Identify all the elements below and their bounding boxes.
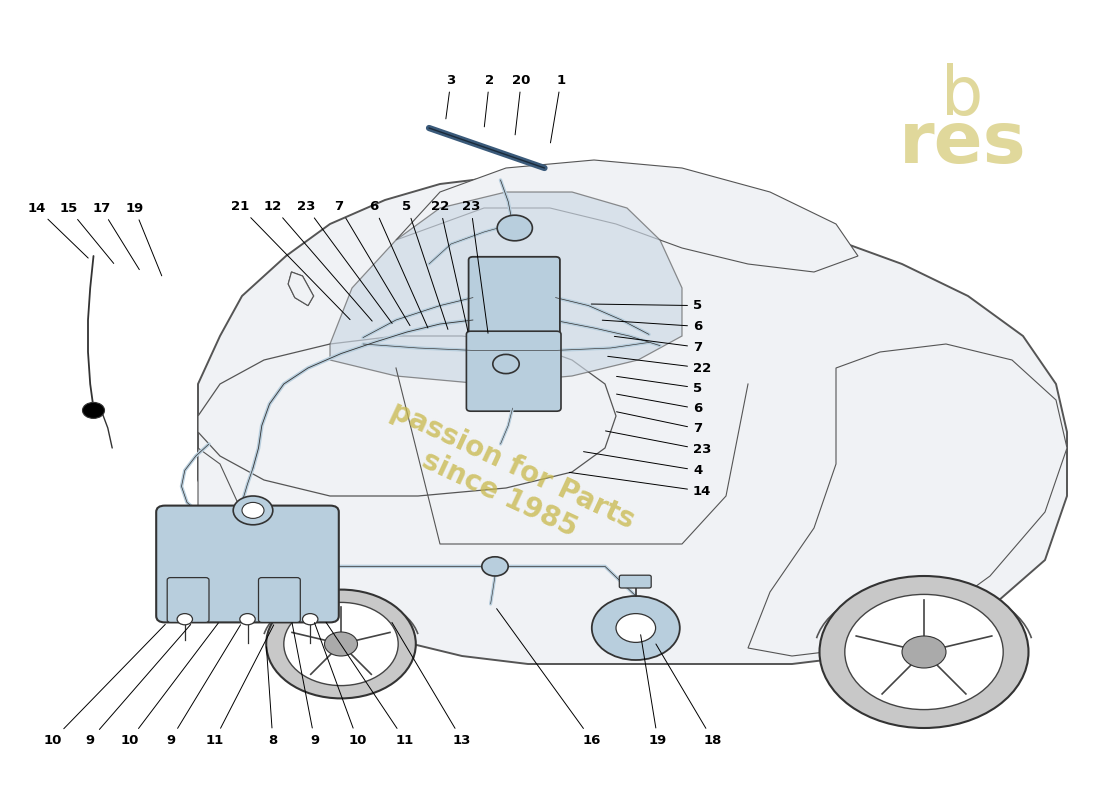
- Polygon shape: [198, 336, 616, 496]
- Circle shape: [324, 632, 358, 656]
- Circle shape: [177, 614, 192, 625]
- Text: 14: 14: [28, 202, 88, 258]
- Text: 5: 5: [403, 200, 448, 330]
- Text: 3: 3: [446, 74, 455, 119]
- Text: 10: 10: [44, 624, 165, 746]
- Circle shape: [820, 576, 1028, 728]
- Text: 7: 7: [616, 412, 702, 435]
- Circle shape: [240, 614, 255, 625]
- Text: 5: 5: [592, 299, 702, 312]
- Circle shape: [497, 215, 532, 241]
- Text: 6: 6: [616, 394, 702, 415]
- Text: 7: 7: [334, 200, 410, 326]
- Text: 9: 9: [86, 625, 190, 746]
- Text: 8: 8: [266, 646, 277, 746]
- Polygon shape: [330, 192, 682, 384]
- FancyBboxPatch shape: [469, 257, 560, 339]
- Polygon shape: [198, 176, 1067, 664]
- Circle shape: [242, 502, 264, 518]
- FancyBboxPatch shape: [619, 575, 651, 588]
- Circle shape: [482, 557, 508, 576]
- Text: 6: 6: [370, 200, 428, 328]
- Polygon shape: [396, 160, 858, 272]
- Text: 19: 19: [125, 202, 162, 276]
- Text: 16: 16: [496, 609, 601, 746]
- Text: 9: 9: [166, 625, 241, 746]
- Text: 22: 22: [431, 200, 467, 332]
- Text: 23: 23: [462, 200, 488, 334]
- Text: 11: 11: [326, 622, 414, 746]
- Circle shape: [592, 596, 680, 660]
- Polygon shape: [288, 272, 313, 306]
- FancyBboxPatch shape: [466, 331, 561, 411]
- Text: 18: 18: [656, 644, 722, 746]
- Text: 6: 6: [603, 320, 702, 333]
- Text: passion for Parts
since 1985: passion for Parts since 1985: [373, 396, 639, 564]
- FancyBboxPatch shape: [156, 506, 339, 622]
- Circle shape: [616, 614, 656, 642]
- Circle shape: [284, 602, 398, 686]
- Circle shape: [845, 594, 1003, 710]
- Text: 4: 4: [583, 452, 702, 477]
- Text: b: b: [942, 63, 983, 129]
- Polygon shape: [198, 448, 396, 640]
- Text: 12: 12: [264, 200, 372, 321]
- Text: res: res: [899, 110, 1026, 178]
- Circle shape: [902, 636, 946, 668]
- Text: 23: 23: [297, 200, 392, 323]
- Text: 9: 9: [292, 622, 319, 746]
- Circle shape: [493, 354, 519, 374]
- Text: 17: 17: [92, 202, 140, 270]
- Text: 14: 14: [570, 472, 712, 498]
- Circle shape: [82, 402, 104, 418]
- Circle shape: [233, 496, 273, 525]
- Text: 2: 2: [484, 74, 494, 127]
- FancyBboxPatch shape: [167, 578, 209, 622]
- Text: 20: 20: [513, 74, 530, 135]
- Circle shape: [302, 614, 318, 625]
- FancyBboxPatch shape: [258, 578, 300, 622]
- Text: 22: 22: [608, 356, 712, 374]
- Text: 15: 15: [59, 202, 113, 263]
- Text: 10: 10: [315, 622, 366, 746]
- Text: 10: 10: [121, 623, 218, 746]
- Text: 7: 7: [615, 336, 702, 354]
- Text: 23: 23: [605, 431, 712, 456]
- Text: 21: 21: [231, 200, 350, 320]
- Text: 19: 19: [640, 634, 667, 746]
- Text: 13: 13: [392, 622, 471, 746]
- Text: 5: 5: [616, 376, 702, 394]
- Text: 11: 11: [206, 625, 274, 746]
- Circle shape: [266, 590, 416, 698]
- Polygon shape: [748, 344, 1067, 656]
- Text: 1: 1: [550, 74, 565, 143]
